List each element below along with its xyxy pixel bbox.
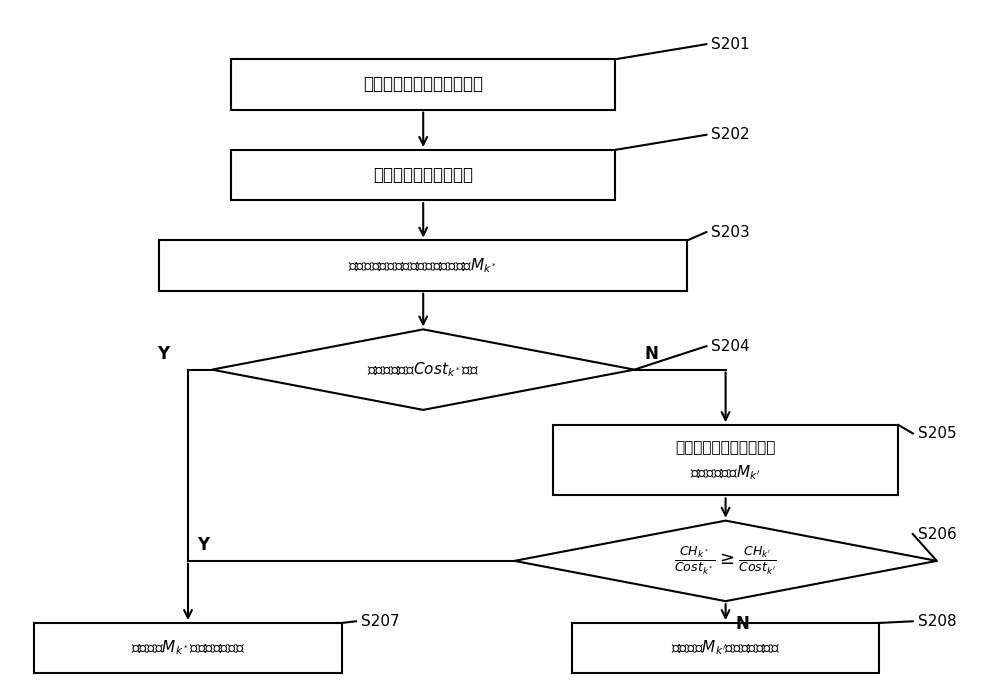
Text: 拟合评价指标$\mathit{Cost}_{k^*}$最小: 拟合评价指标$\mathit{Cost}_{k^*}$最小 <box>367 360 479 379</box>
Text: 的备选分段数$\mathit{M}_{k'}$: 的备选分段数$\mathit{M}_{k'}$ <box>690 463 761 482</box>
FancyBboxPatch shape <box>34 623 342 673</box>
Text: Y: Y <box>198 536 210 554</box>
FancyBboxPatch shape <box>572 623 879 673</box>
Text: 计算分段结果评价指标: 计算分段结果评价指标 <box>373 166 473 184</box>
FancyBboxPatch shape <box>159 240 687 291</box>
Text: N: N <box>644 345 658 363</box>
Text: 将分段数$\mathit{M}_{k'}$作为最优分段数: 将分段数$\mathit{M}_{k'}$作为最优分段数 <box>671 639 780 658</box>
FancyBboxPatch shape <box>553 425 898 496</box>
Text: S204: S204 <box>711 338 750 354</box>
Text: 获取备选分段数的分段结果: 获取备选分段数的分段结果 <box>363 75 483 94</box>
Text: S202: S202 <box>711 127 750 143</box>
Text: 将分段数$\mathit{M}_{k^*}$作为最优分段数: 将分段数$\mathit{M}_{k^*}$作为最优分段数 <box>131 639 245 658</box>
Text: S201: S201 <box>711 36 750 52</box>
Text: S203: S203 <box>711 224 750 240</box>
FancyBboxPatch shape <box>231 150 615 200</box>
Polygon shape <box>514 521 937 601</box>
Text: S208: S208 <box>918 614 956 629</box>
Text: 筛选次最大聚类评价指标: 筛选次最大聚类评价指标 <box>675 440 776 456</box>
Text: S206: S206 <box>918 526 956 542</box>
Text: Y: Y <box>157 345 169 363</box>
Text: 筛选最大聚类评价指标的备选分段数$\mathit{M}_{k^*}$: 筛选最大聚类评价指标的备选分段数$\mathit{M}_{k^*}$ <box>348 257 498 275</box>
Text: N: N <box>735 614 749 633</box>
FancyBboxPatch shape <box>231 59 615 110</box>
Text: $\frac{CH_{k^*}}{Cost_{k^*}} \geq \frac{CH_{k'}}{Cost_{k'}}$: $\frac{CH_{k^*}}{Cost_{k^*}} \geq \frac{… <box>674 545 777 577</box>
Polygon shape <box>212 329 634 410</box>
Text: S205: S205 <box>918 426 956 441</box>
Text: S207: S207 <box>361 614 399 629</box>
